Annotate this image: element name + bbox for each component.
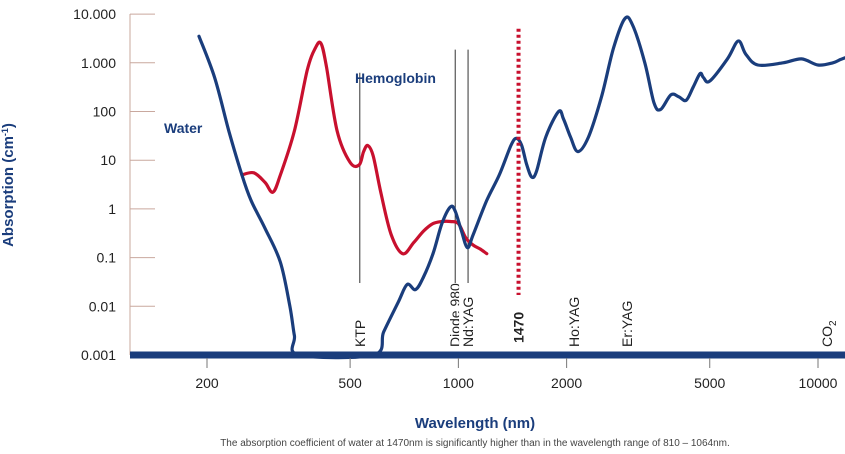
- y-tick-label: 0.001: [81, 347, 116, 363]
- y-tick-label: 0.1: [97, 250, 117, 266]
- co2-label-main: CO: [819, 326, 835, 347]
- x-tick-label: 1000: [443, 375, 474, 391]
- x-tick-label: 500: [338, 375, 362, 391]
- co2-label: CO2: [819, 320, 839, 347]
- y-tick-label: 1: [108, 201, 116, 217]
- x-tick-label: 10000: [799, 375, 838, 391]
- x-tick-label: 2000: [551, 375, 582, 391]
- hemoglobin-curve: [240, 40, 489, 256]
- y-axis-title-exp: -1: [0, 128, 10, 136]
- x-axis-title: Wavelength (nm): [415, 415, 535, 432]
- x-tick-label: 5000: [694, 375, 725, 391]
- marker-label: KTP: [352, 320, 368, 347]
- series-labels: Water Hemoglobin: [164, 70, 436, 136]
- co2-label-sub: 2: [828, 320, 839, 326]
- hemoglobin-label: Hemoglobin: [355, 70, 436, 86]
- y-tick-label: 10: [100, 152, 116, 168]
- wavelength-label: Er:YAG: [619, 301, 635, 347]
- curves: 1470: [197, 15, 845, 360]
- marker-label: Nd:YAG: [460, 297, 476, 347]
- y-tick-label: 10.000: [73, 6, 116, 22]
- highlight-label-bg: [508, 295, 529, 351]
- y-axis-title: Absorption (cm-1): [0, 123, 17, 247]
- y-tick-label: 1.000: [81, 55, 116, 71]
- wavelength-label: Ho:YAG: [566, 297, 582, 347]
- highlight-1470-label: 1470: [511, 312, 527, 343]
- marker-label-bg: [350, 283, 369, 351]
- y-axis-ticks: 0.001 0.01 0.1 1 10 100 1.000 10.000: [73, 6, 155, 363]
- marker-label-bg: [459, 283, 478, 351]
- y-axis-title-close: ): [0, 123, 17, 128]
- y-axis-title-main: Absorption (cm: [0, 136, 17, 247]
- y-tick-label: 100: [93, 104, 117, 120]
- water-label: Water: [164, 120, 203, 136]
- chart-caption: The absorption coefficient of water at 1…: [220, 438, 730, 449]
- y-tick-label: 0.01: [89, 298, 116, 314]
- x-tick-label: 200: [195, 375, 219, 391]
- x-axis: 200 500 1000 2000 5000 10000: [130, 351, 845, 391]
